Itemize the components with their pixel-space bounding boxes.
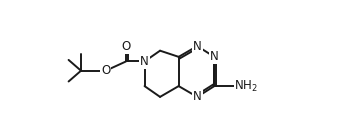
- Text: N: N: [210, 50, 219, 63]
- Text: N: N: [140, 55, 149, 68]
- Text: N: N: [193, 90, 202, 103]
- Text: NH$_2$: NH$_2$: [235, 79, 258, 94]
- Text: N: N: [193, 40, 202, 52]
- Text: O: O: [101, 64, 111, 77]
- Text: O: O: [121, 40, 130, 52]
